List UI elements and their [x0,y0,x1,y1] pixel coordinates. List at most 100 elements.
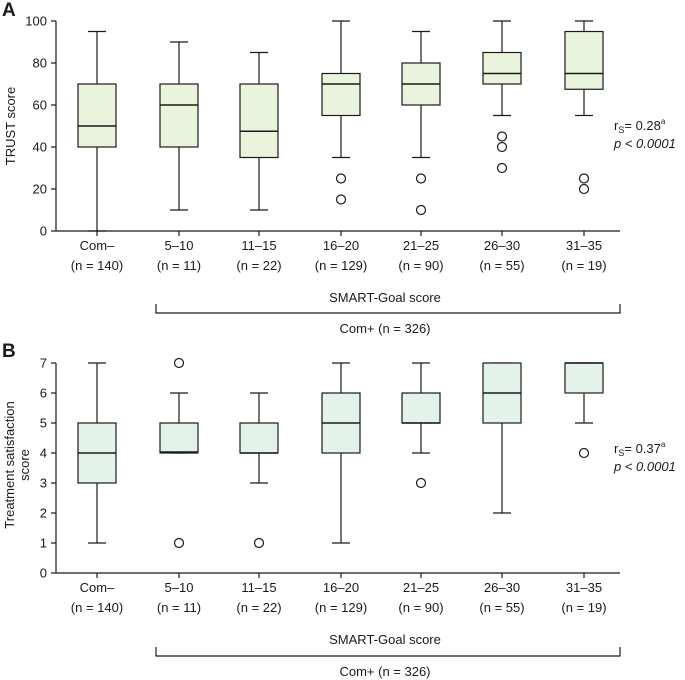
panel-a-box-3 [239,51,279,211]
panel-a-box-4 [321,20,361,205]
outlier-point [496,141,508,153]
iqr-box [159,422,199,454]
panel-a-y-axis-label: TRUST score [3,87,18,166]
iqr-box [77,83,117,148]
panel-a-p-value: p < 0.0001 [613,136,676,151]
panel-a-boxes [77,20,604,232]
panel-b-y-tick-label: 4 [40,446,47,461]
panel-b-box-4 [321,362,361,544]
panel-b-category-n: (n = 140) [71,600,123,615]
panel-a-category-label: 26–30 [484,238,520,253]
panel-a-category-label: 21–25 [403,238,439,253]
panel-a-category-n: (n = 22) [236,258,281,273]
panel-a-category-label: 11–15 [241,238,276,253]
panel-b-category-label: 21–25 [403,580,439,595]
panel-b-boxes [77,357,604,549]
panel-b-y-tick-label: 5 [40,416,47,431]
panel-b-group-label: SMART-Goal score [329,632,441,647]
panel-a-category-n: (n = 19) [561,258,606,273]
panel-b-rs-prefix: r [614,441,619,456]
panel-b-rs-value: = 0.37 [624,441,661,456]
panel-b-box-2 [159,357,199,549]
panel-a-rs-value: = 0.28 [624,118,661,133]
iqr-box [564,30,604,90]
outlier-point [496,131,508,142]
panel-a: A TRUST score 0 20 40 60 80 100 Com– (n = 140)… [2,0,676,336]
panel-a-bracket-label: Com+ (n = 326) [339,321,430,336]
panel-a-category-n: (n = 140) [71,258,123,273]
panel-a-y-tick-label: 0 [40,224,47,239]
panel-b-category-n: (n = 22) [236,600,281,615]
iqr-box [239,422,279,454]
panel-b-category-label: 11–15 [241,580,276,595]
panel-b-category-labels: Com– (n = 140) 5–10 (n = 11) 11–15 (n = 22) 16… [71,580,607,615]
panel-b-bracket-label: Com+ (n = 326) [339,664,430,679]
panel-b-category-n: (n = 55) [479,600,524,615]
panel-b: B Treatment satisfaction score 01234567 … [2,341,676,679]
panel-a-category-n: (n = 11) [157,258,201,273]
outlier-point [496,162,508,174]
panel-b-letter: B [2,341,16,362]
panel-b-category-label: 5–10 [165,580,194,595]
iqr-box [482,51,522,85]
outlier-point [173,357,185,369]
outlier-point [335,194,347,205]
panel-b-y-axis-label-line2: score [17,449,32,481]
panel-a-box-7 [564,20,604,195]
iqr-box [159,83,199,148]
panel-a-letter: A [2,0,16,21]
panel-b-y-tick-label: 0 [40,566,47,581]
panel-a-category-label: 5–10 [165,238,194,253]
outlier-point [335,173,347,184]
panel-b-box-6 [482,362,522,514]
panel-b-box-1 [77,362,117,544]
panel-b-rs-sub: S [618,448,624,458]
panel-b-category-n: (n = 11) [157,600,201,615]
panel-a-box-6 [482,20,522,174]
panel-b-rs-sup: a [661,440,666,449]
panel-a-category-label: Com– [80,238,115,253]
panel-a-box-5 [401,30,441,216]
iqr-box [321,72,361,117]
panel-b-y-tick-label: 1 [40,536,47,551]
iqr-box [401,392,441,424]
outlier-point [415,204,427,216]
panel-b-rs-stat: rS= 0.37a [614,440,666,458]
panel-a-category-n: (n = 55) [479,258,524,273]
panel-b-category-label: Com– [80,580,115,595]
panel-a-rs-stat: rS= 0.28a [614,117,666,135]
panel-a-rs-prefix: r [614,118,619,133]
outlier-point [578,183,590,195]
panel-a-y-tick-label: 80 [33,56,47,71]
iqr-box [564,362,604,394]
panel-a-group-label: SMART-Goal score [329,290,441,305]
panel-a-box-1 [77,30,117,232]
panel-a-box-2 [159,41,199,211]
panel-a-axes: 0 20 40 60 80 100 [25,14,620,239]
panel-a-rs-sub: S [618,125,624,135]
panel-a-category-labels: Com– (n = 140) 5–10 (n = 11) 11–15 (n = 22) 16… [71,238,607,273]
panel-a-category-n: (n = 90) [398,258,443,273]
panel-a-category-label: 31–35 [566,238,602,253]
panel-a-category-n: (n = 129) [315,258,367,273]
panel-b-category-label: 26–30 [484,580,520,595]
outlier-point [415,477,427,489]
panel-b-axes: 0 1 2 3 4 5 6 7 [40,356,620,581]
panel-b-bracket [155,647,621,657]
panel-a-category-label: 16–20 [323,238,359,253]
panel-b-y-tick-label: 3 [40,476,47,491]
outlier-point [578,447,590,459]
panel-a-bracket [155,304,621,314]
panel-b-y-axis-label-line1: Treatment satisfaction [2,401,17,528]
panel-b-category-n: (n = 129) [315,600,367,615]
panel-b-category-label: 16–20 [323,580,359,595]
panel-a-y-tick-label: 100 [25,14,47,29]
panel-b-box-7 [564,362,604,459]
panel-a-rs-sup: a [661,117,666,126]
panel-b-category-n: (n = 19) [561,600,606,615]
panel-a-y-tick-label: 40 [33,140,47,155]
panel-b-p-value: p < 0.0001 [613,459,676,474]
panel-b-box-3 [239,392,279,549]
panel-a-y-tick-label: 60 [33,98,47,113]
